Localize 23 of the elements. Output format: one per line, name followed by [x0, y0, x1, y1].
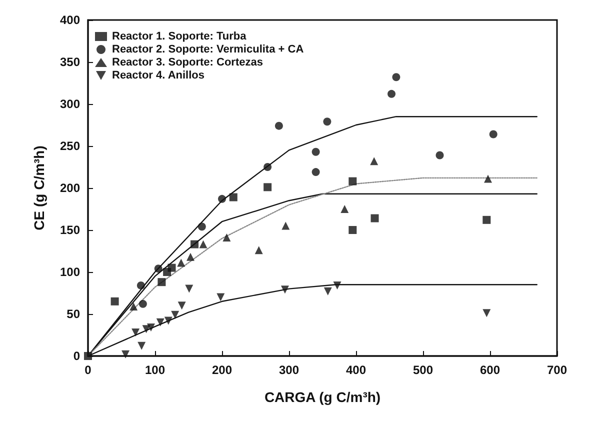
y-tick-label: 400	[60, 13, 80, 27]
y-tick-label: 200	[60, 181, 80, 195]
x-tick-label: 0	[84, 363, 92, 377]
x-tick-label: 500	[412, 363, 434, 377]
y-tick-label: 100	[60, 265, 80, 279]
x-tick-label: 200	[212, 363, 232, 377]
y-tick-label: 150	[60, 223, 80, 237]
y-tick-label: 250	[60, 139, 80, 153]
x-axis-title: CARGA (g C/m³h)	[264, 389, 381, 405]
y-tick-label: 350	[60, 55, 80, 69]
x-tick-label: 600	[480, 363, 500, 377]
y-tick-label: 50	[66, 307, 80, 321]
x-tick-label: 700	[546, 363, 568, 377]
y-axis-title: CE (g C/m³h)	[31, 146, 47, 230]
x-tick-label: 400	[346, 363, 366, 377]
legend-label: Reactor 3. Soporte: Cortezas	[112, 56, 263, 68]
legend-label: Reactor 4. Anillos	[112, 70, 205, 82]
x-tick-label: 300	[278, 363, 300, 377]
x-tick-label: 100	[144, 363, 166, 377]
legend-label: Reactor 1. Soporte: Turba	[112, 30, 248, 42]
y-tick-label: 0	[73, 349, 80, 363]
y-tick-label: 300	[60, 97, 80, 111]
legend-label: Reactor 2. Soporte: Vermiculita + CA	[112, 44, 304, 56]
